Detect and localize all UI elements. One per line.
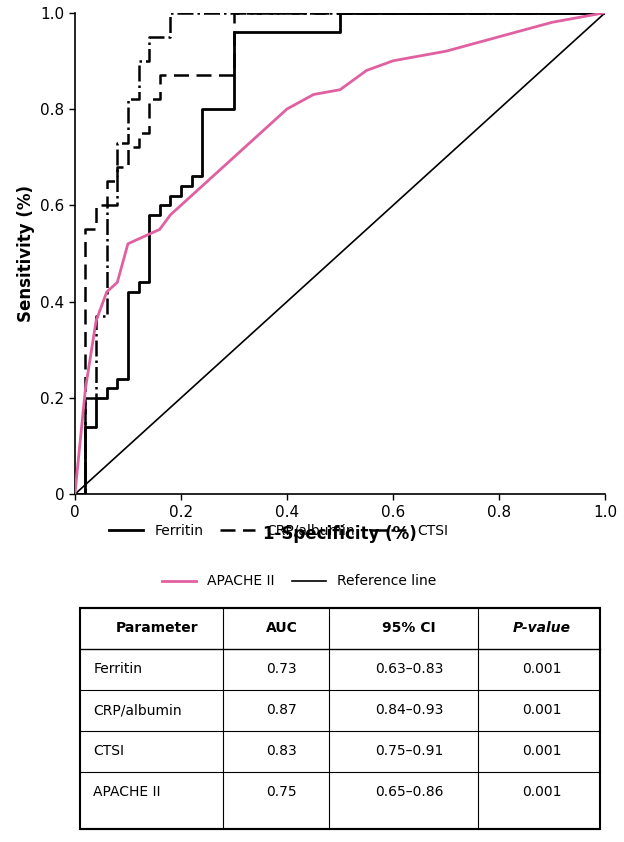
Text: 0.75: 0.75	[266, 786, 297, 799]
Text: 0.73: 0.73	[266, 663, 297, 676]
Text: 0.65–0.86: 0.65–0.86	[375, 786, 443, 799]
Text: CTSI: CTSI	[94, 744, 124, 759]
Text: Parameter: Parameter	[116, 621, 198, 636]
Text: Ferritin: Ferritin	[94, 663, 142, 676]
Text: AUC: AUC	[266, 621, 298, 636]
Text: 0.001: 0.001	[522, 786, 562, 799]
Text: 0.83: 0.83	[266, 744, 297, 759]
X-axis label: 1-Specificity (%): 1-Specificity (%)	[263, 525, 417, 543]
Text: 95% CI: 95% CI	[383, 621, 436, 636]
Text: 0.001: 0.001	[522, 744, 562, 759]
Text: P-value: P-value	[513, 621, 570, 636]
Y-axis label: Sensitivity (%): Sensitivity (%)	[17, 185, 35, 322]
Text: 0.87: 0.87	[266, 703, 297, 717]
Text: 0.75–0.91: 0.75–0.91	[375, 744, 443, 759]
Text: CRP/albumin: CRP/albumin	[94, 703, 182, 717]
Text: 0.001: 0.001	[522, 663, 562, 676]
Text: 0.63–0.83: 0.63–0.83	[375, 663, 443, 676]
Text: 0.001: 0.001	[522, 703, 562, 717]
Legend: APACHE II, Reference line: APACHE II, Reference line	[156, 569, 442, 594]
Text: APACHE II: APACHE II	[94, 786, 161, 799]
Text: 0.84–0.93: 0.84–0.93	[375, 703, 443, 717]
